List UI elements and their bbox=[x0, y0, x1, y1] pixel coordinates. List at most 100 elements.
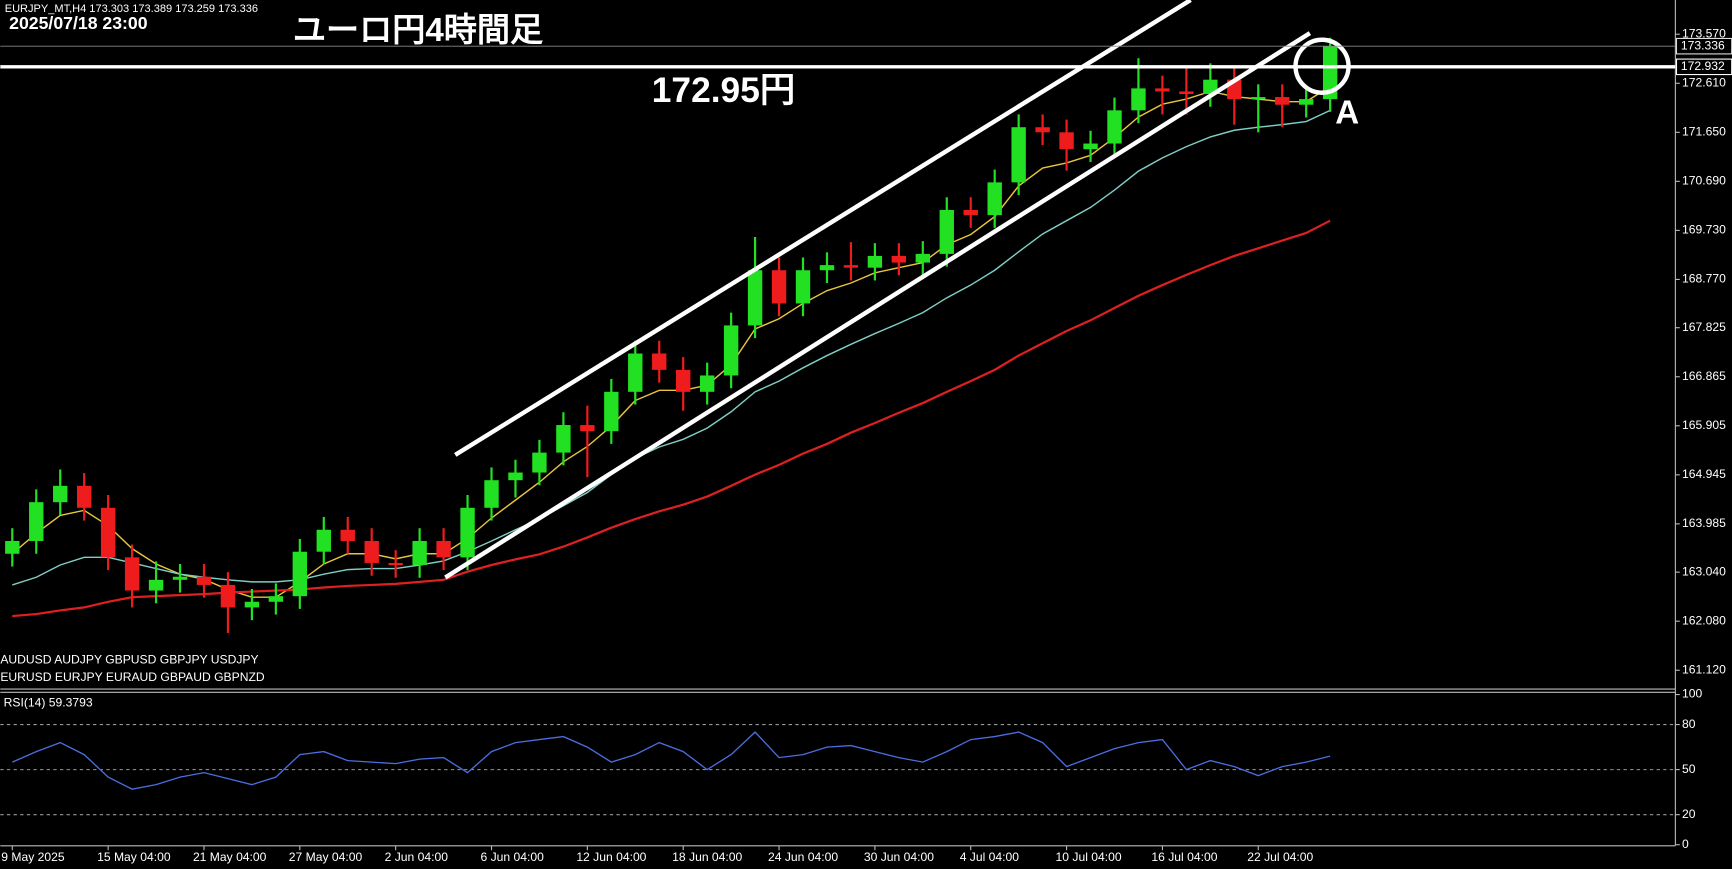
x-tick-label: 27 May 04:00 bbox=[289, 850, 363, 864]
y-tick-label: 166.865 bbox=[1682, 369, 1726, 383]
y-tick-label: 170.690 bbox=[1682, 174, 1726, 188]
y-tick-label: 161.120 bbox=[1682, 662, 1726, 676]
candle-body bbox=[556, 425, 571, 453]
x-tick-label: 22 Jul 04:00 bbox=[1247, 850, 1313, 864]
channel-line bbox=[444, 31, 1312, 580]
x-tick-label: 21 May 04:00 bbox=[193, 850, 267, 864]
candle-body bbox=[316, 529, 331, 552]
candle-body bbox=[676, 369, 691, 392]
x-tick-label: 30 Jun 04:00 bbox=[864, 850, 934, 864]
plot-area bbox=[0, 37, 1676, 816]
y-tick-label: 168.770 bbox=[1682, 272, 1726, 286]
moving-average bbox=[12, 109, 1331, 586]
y-tick-label: 171.650 bbox=[1682, 125, 1726, 139]
y-tick-label: 163.040 bbox=[1682, 564, 1726, 578]
candle-body bbox=[1035, 127, 1050, 133]
candle-body bbox=[244, 601, 260, 608]
y-tick-label: 164.945 bbox=[1682, 467, 1726, 481]
candle-body bbox=[1059, 132, 1074, 150]
candle-body bbox=[1179, 91, 1194, 94]
candle-body bbox=[1107, 110, 1122, 144]
y-tick-label: 20 bbox=[1682, 807, 1696, 821]
candle-body bbox=[340, 529, 355, 541]
candle-body bbox=[29, 502, 44, 541]
candle-body bbox=[652, 353, 667, 370]
candle-body bbox=[172, 576, 188, 580]
symbol-list: AUDUSD AUDJPY GBPUSD GBPJPY USDJPY bbox=[0, 653, 258, 667]
candle-body bbox=[196, 576, 212, 585]
candle-body bbox=[867, 255, 883, 268]
y-tick-label: 169.730 bbox=[1682, 223, 1726, 237]
candle-body bbox=[987, 182, 1002, 216]
candle-body bbox=[388, 562, 403, 566]
candle-body bbox=[436, 540, 451, 558]
price-label: 172.932 bbox=[1681, 59, 1725, 73]
candle-body bbox=[891, 255, 907, 263]
symbol-list: EURUSD EURJPY EURAUD GBPAUD GBPNZD bbox=[0, 670, 265, 684]
x-tick-label: 10 Jul 04:00 bbox=[1056, 850, 1122, 864]
x-tick-label: 24 Jun 04:00 bbox=[768, 850, 838, 864]
candle-body bbox=[124, 557, 140, 591]
x-tick-label: 9 May 2025 bbox=[1, 850, 65, 864]
candle-body bbox=[723, 325, 739, 376]
price-label: 173.336 bbox=[1681, 38, 1725, 52]
candle-body bbox=[843, 265, 859, 268]
candle-body bbox=[939, 209, 954, 254]
channel-line bbox=[454, 0, 1192, 457]
x-tick-label: 2 Jun 04:00 bbox=[385, 850, 449, 864]
y-tick-label: 165.905 bbox=[1682, 418, 1726, 432]
chart-title: ユーロ円4時間足 bbox=[293, 12, 543, 49]
candle-body bbox=[268, 596, 284, 602]
candle-body bbox=[699, 375, 715, 392]
x-tick-label: 6 Jun 04:00 bbox=[480, 850, 544, 864]
candle-body bbox=[484, 480, 499, 508]
candle-body bbox=[292, 551, 308, 597]
candle-body bbox=[747, 270, 763, 326]
y-tick-label: 173.570 bbox=[1682, 26, 1726, 40]
y-tick-label: 0 bbox=[1682, 837, 1689, 851]
y-tick-label: 167.825 bbox=[1682, 320, 1726, 334]
y-tick-label: 100 bbox=[1682, 687, 1702, 701]
candle-body bbox=[915, 253, 930, 263]
candle-body bbox=[5, 540, 20, 554]
x-tick-label: 12 Jun 04:00 bbox=[576, 850, 646, 864]
candle-body bbox=[1251, 97, 1266, 100]
y-tick-label: 163.985 bbox=[1682, 516, 1726, 530]
datetime: 2025/07/18 23:00 bbox=[9, 13, 148, 33]
candle-body bbox=[604, 391, 619, 432]
y-tick-label: 80 bbox=[1682, 717, 1696, 731]
candle-body bbox=[100, 507, 116, 558]
candle-body bbox=[1298, 99, 1314, 105]
candle-body bbox=[1131, 88, 1146, 111]
candle-body bbox=[795, 270, 811, 304]
annotation: A bbox=[1335, 95, 1359, 132]
candle-body bbox=[771, 270, 787, 304]
candle-body bbox=[412, 540, 427, 566]
candle-body bbox=[1203, 79, 1218, 94]
candle-body bbox=[508, 472, 523, 481]
candle-body bbox=[76, 485, 92, 508]
candle-body bbox=[580, 425, 595, 432]
annotation: 172.95円 bbox=[652, 71, 795, 110]
candle-body bbox=[1083, 143, 1098, 150]
candle-body bbox=[1322, 45, 1338, 100]
y-tick-label: 50 bbox=[1682, 762, 1696, 776]
y-tick-label: 172.610 bbox=[1682, 75, 1726, 89]
candle-body bbox=[1011, 127, 1026, 183]
indicator-title: RSI(14) 59.3793 bbox=[4, 696, 93, 710]
x-tick-label: 16 Jul 04:00 bbox=[1151, 850, 1217, 864]
candle-body bbox=[963, 209, 978, 216]
symbol-info: EURJPY_MT,H4 173.303 173.389 173.259 173… bbox=[5, 3, 258, 15]
candle-body bbox=[532, 452, 547, 473]
candle-body bbox=[1155, 88, 1170, 92]
x-tick-label: 15 May 04:00 bbox=[97, 850, 171, 864]
candle-body bbox=[1275, 97, 1290, 105]
candle-body bbox=[364, 540, 379, 563]
y-tick-label: 162.080 bbox=[1682, 613, 1726, 627]
candle-body bbox=[220, 584, 236, 608]
candle-body bbox=[460, 507, 475, 558]
x-tick-label: 18 Jun 04:00 bbox=[672, 850, 742, 864]
candle-body bbox=[148, 579, 164, 591]
